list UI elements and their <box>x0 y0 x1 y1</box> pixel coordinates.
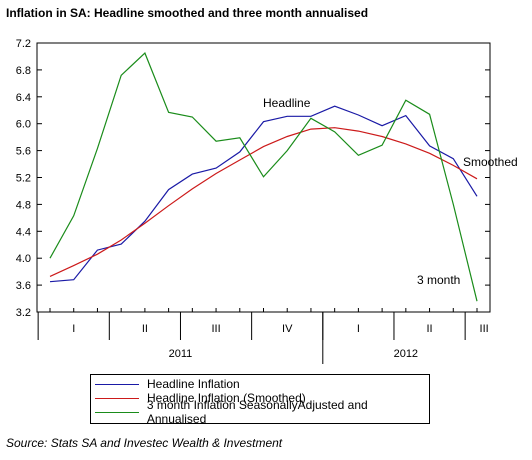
legend-label-three-month: 3 month Inflation SeasonallyAdjusted and… <box>146 398 368 426</box>
legend-item-smoothed: Headline Inflation (Smoothed) <box>95 391 429 405</box>
y-tick-label: 5.6 <box>16 146 31 158</box>
x-year-label: 2012 <box>394 348 418 360</box>
y-tick-label: 6.4 <box>16 92 31 104</box>
y-axis-ticks: 7.2 6.8 6.4 6.0 5.6 5.2 4.8 4.4 4.0 3.6 3.2 <box>16 38 490 319</box>
series-line-headline <box>49 105 478 283</box>
y-tick-label: 5.2 <box>16 173 31 185</box>
y-tick-label: 4.0 <box>16 253 31 265</box>
legend-swatch-headline <box>95 383 139 385</box>
y-tick-label: 4.8 <box>16 199 31 211</box>
chart-legend: Headline Inflation Headline Inflation (S… <box>90 374 430 426</box>
x-year-label: 2011 <box>169 348 193 360</box>
legend-swatch-smoothed <box>95 397 139 399</box>
legend-item-headline: Headline Inflation <box>95 377 429 391</box>
y-tick-label: 3.2 <box>16 307 31 319</box>
x-quarter-label: IV <box>282 323 293 335</box>
y-tick-label: 7.2 <box>16 38 31 50</box>
series-line-three-month <box>49 52 478 302</box>
legend-label-headline: Headline Inflation <box>147 377 240 391</box>
legend-swatch-three-month <box>95 411 139 413</box>
x-quarter-label: III <box>211 323 220 335</box>
legend-item-three-month: 3 month Inflation SeasonallyAdjusted and… <box>95 398 429 426</box>
x-quarter-label: II <box>426 323 432 335</box>
y-tick-label: 6.0 <box>16 119 31 131</box>
x-quarter-label: I <box>357 323 360 335</box>
series-line-smoothed <box>49 127 478 277</box>
y-tick-label: 6.8 <box>16 65 31 77</box>
annotation-smoothed: Smoothed <box>463 155 518 169</box>
source-note: Source: Stats SA and Investec Wealth & I… <box>6 436 283 450</box>
y-tick-label: 4.4 <box>16 226 31 238</box>
x-quarter-label: I <box>72 323 75 335</box>
line-chart: 7.26.86.46.05.65.24.84.44.03.63.2 I II III… <box>16 38 518 364</box>
annotation-three-month: 3 month <box>417 273 460 287</box>
annotation-headline: Headline <box>263 96 311 110</box>
x-quarter-label: III <box>480 323 489 335</box>
y-tick-label: 3.6 <box>16 280 31 292</box>
x-quarter-label: II <box>142 323 148 335</box>
series-lines <box>49 52 478 302</box>
legend-label-smoothed: Headline Inflation (Smoothed) <box>147 391 306 405</box>
chart-title: Inflation in SA: Headline smoothed and t… <box>6 6 369 20</box>
